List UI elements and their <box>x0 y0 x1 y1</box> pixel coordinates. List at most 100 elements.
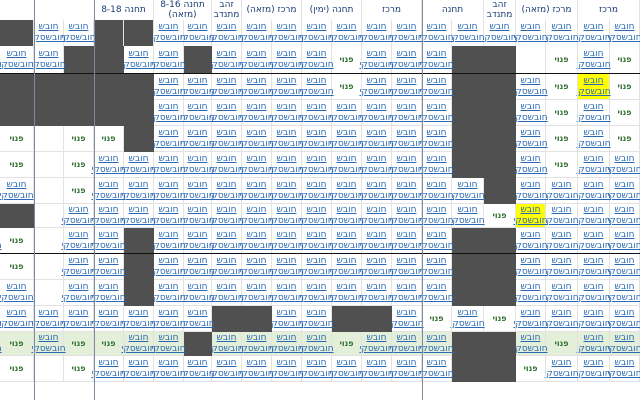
schedule-cell[interactable]: חובש חובשסקי <box>269 204 304 228</box>
schedule-cell[interactable]: חובש חובשסקי <box>269 254 304 280</box>
assigned-medic-link[interactable]: חובש חובשסקי <box>329 357 364 379</box>
schedule-cell[interactable]: חובש חובשסקי <box>299 126 334 152</box>
schedule-cell[interactable]: חובש חובשסקי <box>513 100 548 126</box>
schedule-cell[interactable]: חובש חובשסקי <box>419 46 454 74</box>
selected-cell[interactable]: חובש חובשסקי <box>513 204 548 228</box>
assigned-medic-link[interactable]: חובש חובשסקי <box>0 48 34 70</box>
schedule-cell[interactable]: חובש חובשסקי <box>239 46 274 74</box>
sub-header-link[interactable]: חובש חובשסקי <box>419 22 454 43</box>
schedule-cell[interactable]: חובש חובשסקי <box>0 178 34 204</box>
schedule-cell[interactable]: חובש חובשסקי <box>576 254 611 280</box>
assigned-medic-link[interactable]: חובש חובשסקי <box>91 179 126 201</box>
schedule-cell[interactable]: חובש חובשסקי <box>513 254 548 280</box>
assigned-medic-link[interactable]: חובש חובשסקי <box>329 153 364 175</box>
assigned-medic-link[interactable]: חובש חובשסקי <box>269 48 304 70</box>
schedule-cell[interactable]: חובש חובשסקי <box>180 152 215 178</box>
schedule-cell[interactable]: חובש חובשסקי <box>239 152 274 178</box>
schedule-cell[interactable]: חובש חובשסקי <box>419 204 454 228</box>
assigned-medic-link[interactable]: חובש חובשסקי <box>61 229 96 251</box>
assigned-medic-link[interactable]: חובש חובשסקי <box>269 229 304 251</box>
assigned-medic-link[interactable]: חובש חובשסקי <box>419 75 454 97</box>
assigned-medic-link[interactable]: חובש חובשסקי <box>389 127 424 149</box>
assigned-medic-link[interactable]: חובש חובשסקי <box>91 281 126 303</box>
schedule-cell[interactable]: חובש חובשסקי <box>209 280 244 306</box>
sub-header-3[interactable]: חובש חובשסקי <box>513 20 548 46</box>
assigned-medic-link[interactable]: חובש חובשסקי <box>151 127 186 149</box>
schedule-cell[interactable]: חובש חובשסקי <box>91 204 126 228</box>
schedule-cell[interactable]: חובש חובשסקי <box>269 178 304 204</box>
assigned-medic-link[interactable]: חובש חובשסקי <box>91 153 126 175</box>
assigned-medic-link[interactable]: חובש חובשסקי <box>544 307 579 329</box>
schedule-cell[interactable]: פנוי <box>332 74 362 100</box>
assigned-medic-link[interactable]: חובש חובשסקי <box>121 48 156 70</box>
assigned-medic-link[interactable]: חובש חובשסקי <box>419 332 454 354</box>
schedule-cell[interactable]: פנוי <box>546 100 578 126</box>
schedule-cell[interactable]: חובש חובשסקי <box>389 46 424 74</box>
schedule-cell[interactable]: חובש חובשסקי <box>389 152 424 178</box>
assigned-medic-link[interactable]: חובש חובשסקי <box>180 179 215 201</box>
schedule-cell[interactable]: חובש חובשסקי <box>151 74 186 100</box>
assigned-medic-link[interactable]: חובש חובשסקי <box>209 48 244 70</box>
sub-header-13[interactable]: חובש חובשסקי <box>209 20 244 46</box>
schedule-cell[interactable]: חובש חובשסקי <box>359 332 394 356</box>
assigned-medic-link[interactable]: חובש חובשסקי <box>209 179 244 201</box>
assigned-medic-link[interactable]: חובש חובשסקי <box>180 127 215 149</box>
assigned-medic-link[interactable]: חובש חובשסקי <box>607 229 640 251</box>
assigned-medic-link[interactable]: חובש חובשסקי <box>359 357 394 379</box>
assigned-medic-link[interactable]: חובש חובשסקי <box>269 101 304 123</box>
assigned-medic-link[interactable]: חובש חובשסקי <box>576 179 611 201</box>
selected-cell[interactable]: חובש חובשסקי <box>576 74 611 100</box>
assigned-medic-link[interactable]: חובש חובשסקי <box>576 204 611 226</box>
schedule-cell[interactable]: חובש חובשסקי <box>329 152 364 178</box>
schedule-cell[interactable]: חובש חובשסקי <box>61 204 96 228</box>
schedule-cell[interactable]: חובש חובשסקי <box>91 254 126 280</box>
assigned-medic-link[interactable]: חובש חובשסקי <box>607 281 640 303</box>
assigned-medic-link[interactable]: חובש חובשסקי <box>419 179 454 201</box>
schedule-cell[interactable]: פנוי <box>484 306 516 332</box>
schedule-cell[interactable]: חובש חובשסקי <box>209 356 244 382</box>
assigned-medic-link[interactable]: חובש חובשסקי <box>513 332 548 354</box>
assigned-medic-link[interactable]: חובש חובשסקי <box>91 229 126 251</box>
assigned-medic-link[interactable]: חובש חובשסקי <box>180 255 215 277</box>
assigned-medic-link[interactable]: חובש חובשסקי <box>299 48 334 70</box>
schedule-cell[interactable]: חובש חובשסקי <box>576 126 611 152</box>
assigned-medic-link[interactable]: חובש חובשסקי <box>61 255 96 277</box>
schedule-cell[interactable]: חובש חובשסקי <box>359 126 394 152</box>
schedule-cell[interactable]: פנוי <box>546 74 578 100</box>
schedule-cell[interactable]: חובש חובשסקי <box>576 332 611 356</box>
assigned-medic-link[interactable]: חובש חובשסקי <box>31 48 66 70</box>
schedule-cell[interactable]: פנוי <box>546 126 578 152</box>
assigned-medic-link[interactable]: חובש חובשסקי <box>299 204 334 226</box>
sub-header-5[interactable]: חובש חובשסקי <box>450 20 485 46</box>
assigned-medic-link[interactable]: חובש חובשסקי <box>121 307 156 329</box>
assigned-medic-link[interactable]: חובש חובשסקי <box>419 281 454 303</box>
assigned-medic-link[interactable]: חובש חובשסקי <box>576 101 611 123</box>
assigned-medic-link[interactable]: חובש חובשסקי <box>209 101 244 123</box>
schedule-cell[interactable]: חובש חובשסקי <box>299 100 334 126</box>
sub-header-8[interactable]: חובש חובשסקי <box>359 20 394 46</box>
schedule-cell[interactable]: חובש חובשסקי <box>607 356 640 382</box>
sub-header-15[interactable]: חובש חובשסקי <box>151 20 186 46</box>
schedule-cell[interactable]: חובש חובשסקי <box>299 332 334 356</box>
schedule-cell[interactable]: חובש חובשסקי <box>607 332 640 356</box>
schedule-cell[interactable]: חובש חובשסקי <box>61 228 96 254</box>
assigned-medic-link[interactable]: חובש חובשסקי <box>359 281 394 303</box>
schedule-cell[interactable]: חובש חובשסקי <box>389 204 424 228</box>
schedule-cell[interactable]: חובש חובשסקי <box>91 356 126 382</box>
schedule-cell[interactable]: חובש חובשסקי <box>151 178 186 204</box>
assigned-medic-link[interactable]: חובש חובשסקי <box>121 179 156 201</box>
sub-header-14[interactable]: חובש חובשסקי <box>180 20 215 46</box>
assigned-medic-link[interactable]: חובש חובשסקי <box>239 281 274 303</box>
schedule-cell[interactable]: חובש חובשסקי <box>389 100 424 126</box>
sub-header-2[interactable]: חובש חובשסקי <box>544 20 579 46</box>
schedule-cell[interactable]: חובש חובשסקי <box>121 306 156 332</box>
sub-header-link[interactable]: חובש חובשסקי <box>389 22 424 43</box>
assigned-medic-link[interactable]: חובש חובשסקי <box>576 281 611 303</box>
schedule-cell[interactable]: חובש חובשסקי <box>607 254 640 280</box>
assigned-medic-link[interactable]: חובש חובשסקי <box>209 357 244 379</box>
schedule-cell[interactable]: פנוי <box>94 126 124 152</box>
schedule-cell[interactable]: חובש חובשסקי <box>299 178 334 204</box>
schedule-cell[interactable]: חובש חובשסקי <box>607 204 640 228</box>
assigned-medic-link[interactable]: חובש חובשסקי <box>239 357 274 379</box>
schedule-cell[interactable]: חובש חובשסקי <box>419 126 454 152</box>
